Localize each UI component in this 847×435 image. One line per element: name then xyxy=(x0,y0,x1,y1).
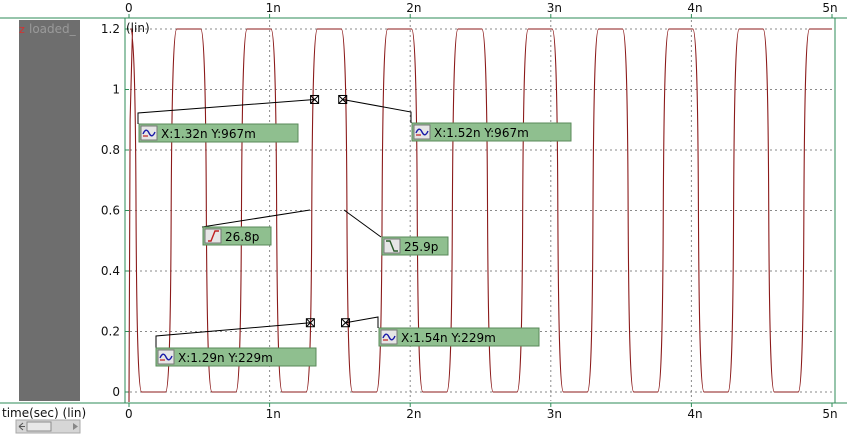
marker-box-1-text: X:1.32n Y:967m xyxy=(161,127,256,141)
point-marker-icon xyxy=(159,353,173,361)
crosshair-diag-b xyxy=(338,95,348,104)
point-marker-icon xyxy=(415,128,429,136)
x-tick-label-top: 4n xyxy=(687,1,702,15)
series-waveform xyxy=(128,28,832,403)
crosshair-diag-b xyxy=(341,318,350,328)
marker-box-3-box[interactable] xyxy=(155,347,317,367)
crosshair-square xyxy=(338,94,348,104)
marker-crosshair-icon[interactable] xyxy=(310,94,320,104)
x-tick-label-bottom: 0 xyxy=(125,407,133,421)
marker-box-1[interactable]: X:1.32n Y:967m xyxy=(138,123,299,143)
legend-panel[interactable] xyxy=(19,20,80,401)
crosshair-square xyxy=(305,318,315,328)
marker-box-3-text: X:1.29n Y:229m xyxy=(178,351,273,365)
marker-crosshair-icon[interactable] xyxy=(338,94,348,104)
marker-leader-line xyxy=(201,209,311,228)
marker-leader-line xyxy=(345,316,379,328)
scroll-left-arrow-icon[interactable] xyxy=(18,422,25,431)
x-tick-label-bottom: 1n xyxy=(266,407,281,421)
y-tick-label: 1.2 xyxy=(101,22,120,36)
rise-marker-icon xyxy=(208,230,219,242)
marker-crosshair-icon[interactable] xyxy=(341,318,351,328)
point-marker-icon xyxy=(142,129,156,137)
markers: X:1.32n Y:967m X:1.52n Y:967m X:1.29n Y:22… xyxy=(137,94,572,367)
x-tick-label-bottom: 3n xyxy=(547,407,562,421)
crosshair-square xyxy=(310,94,320,104)
marker-leader-line xyxy=(343,209,382,238)
legend-series-label[interactable]: loaded_ xyxy=(29,22,77,36)
x-tick-label-top: 3n xyxy=(547,1,562,15)
x-tick-label-bottom: 4n xyxy=(687,407,702,421)
crosshair-square xyxy=(341,318,351,328)
marker-box-4-text: X:1.54n Y:229m xyxy=(401,331,496,345)
y-tick-label: 0.6 xyxy=(101,204,120,218)
y-tick-label: 0.4 xyxy=(101,264,120,278)
x-tick-label-top: 0 xyxy=(125,1,133,15)
marker-leader-line xyxy=(137,98,315,124)
marker-crosshair-icon[interactable] xyxy=(305,318,315,328)
fall-marker-icon xyxy=(386,240,398,252)
marker-box-2-text: X:1.52n Y:967m xyxy=(434,126,529,140)
x-tick-label-bottom: 5n xyxy=(822,407,837,421)
rise-time-box-text: 26.8p xyxy=(225,230,259,244)
scroll-right-arrow-icon[interactable] xyxy=(73,423,78,430)
legend-series-icon: z xyxy=(19,23,25,36)
y-axis-label: (lin) xyxy=(126,21,150,35)
scrollbar-thumb[interactable] xyxy=(26,421,52,432)
marker-box-4-box[interactable] xyxy=(378,327,540,347)
marker-leader-line xyxy=(155,322,311,348)
point-marker-icon xyxy=(382,333,396,341)
y-tick-label: 1 xyxy=(112,83,120,97)
x-tick-label-top: 2n xyxy=(406,1,421,15)
marker-box-2-box[interactable] xyxy=(411,122,572,142)
fall-time-box[interactable]: 25.9p xyxy=(381,236,449,256)
y-tick-label: 0.8 xyxy=(101,143,120,157)
marker-leader-line xyxy=(342,98,412,123)
marker-box-2[interactable]: X:1.52n Y:967m xyxy=(411,122,572,142)
y-tick-label: 0.2 xyxy=(101,325,120,339)
y-tick-label: 0 xyxy=(112,385,120,399)
rise-time-box[interactable]: 26.8p xyxy=(202,226,272,246)
crosshair-diag-b xyxy=(306,318,315,328)
crosshair-diag-b xyxy=(310,95,319,104)
horizontal-scrollbar[interactable] xyxy=(15,419,81,434)
x-tick-label-bottom: 2n xyxy=(406,407,421,421)
x-axis-label: time(sec) (lin) xyxy=(2,406,86,420)
x-tick-label-top: 5n xyxy=(822,1,837,15)
waveform-line xyxy=(128,28,832,403)
marker-box-1-box[interactable] xyxy=(138,123,299,143)
marker-box-3[interactable]: X:1.29n Y:229m xyxy=(155,347,317,367)
fall-time-box-text: 25.9p xyxy=(404,240,438,254)
x-tick-label-top: 1n xyxy=(266,1,281,15)
marker-box-4[interactable]: X:1.54n Y:229m xyxy=(378,327,540,347)
